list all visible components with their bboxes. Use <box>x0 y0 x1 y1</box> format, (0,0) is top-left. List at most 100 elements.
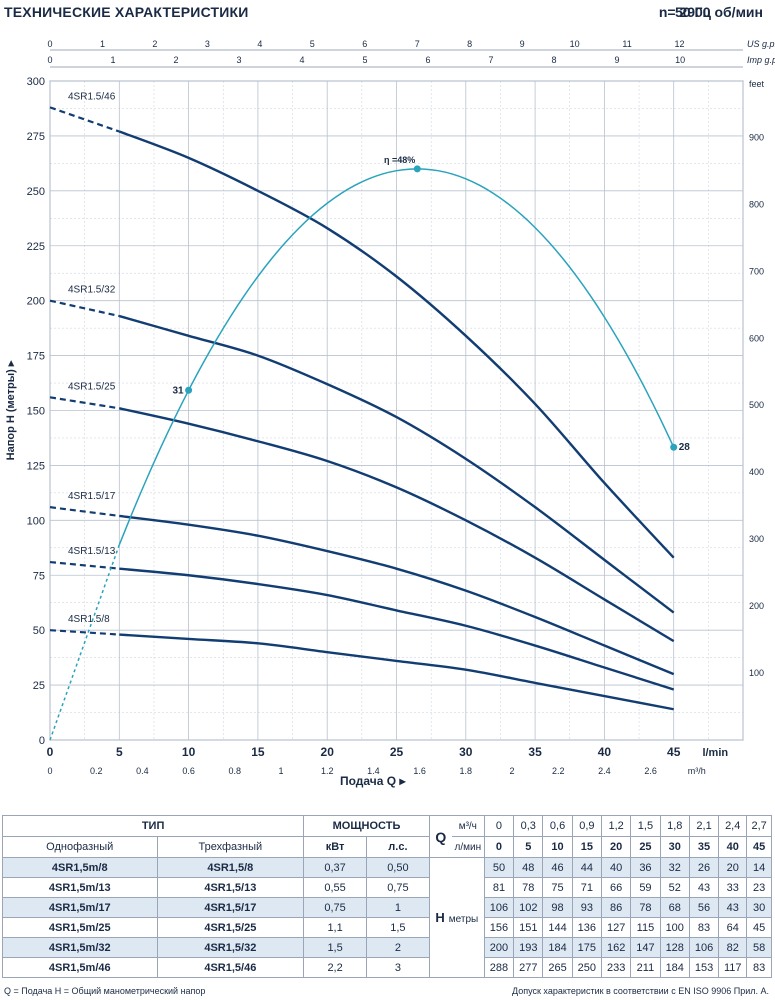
us-gpm-tick-label: 9 <box>520 39 525 49</box>
y-axis-title: Напор H (метры) ▸ <box>5 360 17 460</box>
q-m3h-value: 0,9 <box>571 815 603 837</box>
model-single-phase: 4SR1,5m/25 <box>2 917 158 938</box>
header: ТЕХНИЧЕСКИЕ ХАРАКТЕРИСТИКИ 50 Гц n= 2900… <box>0 0 775 26</box>
us-gpm-tick-label: 4 <box>257 39 262 49</box>
head-value: 83 <box>688 917 720 938</box>
x-m3h-tick-label: 2.2 <box>552 766 565 776</box>
h-unit: метры <box>448 914 479 925</box>
head-value: 156 <box>483 917 515 938</box>
head-value: 66 <box>600 877 632 898</box>
head-value: 117 <box>718 957 748 978</box>
head-value: 151 <box>513 917 544 938</box>
head-value: 100 <box>659 917 690 938</box>
head-value: 233 <box>600 957 632 978</box>
curve-dashed-segment <box>49 396 120 410</box>
q-lmin-value: 25 <box>630 836 661 858</box>
efficiency-point <box>185 386 193 394</box>
pump-curve <box>119 633 674 711</box>
feet-tick-label: 900 <box>749 132 764 142</box>
head-value: 58 <box>746 937 772 958</box>
head-value: 56 <box>688 897 720 918</box>
table-row: 4SR1,5m/25 4SR1,5/25 1,1 1,5 156 151 144 136 127… <box>2 917 772 938</box>
q-lmin-value: 15 <box>571 836 603 858</box>
head-value: 115 <box>630 917 661 938</box>
us-gpm-tick-label: 1 <box>100 39 105 49</box>
curve-label: 4SR1.5/46 <box>68 91 116 102</box>
imp-gpm-tick-label: 0 <box>47 55 52 65</box>
x-tick-label: 0 <box>47 745 54 759</box>
imp-gpm-tick-label: 10 <box>675 55 685 65</box>
q-lmin-value: 5 <box>513 836 544 858</box>
x-tick-label: 10 <box>182 745 196 759</box>
y-tick-label: 100 <box>27 515 45 527</box>
model-single-phase: 4SR1,5m/13 <box>2 877 158 898</box>
q-lmin-value: 40 <box>718 836 748 858</box>
model-single-phase: 4SR1,5m/8 <box>2 857 158 878</box>
head-value: 86 <box>600 897 632 918</box>
pump-curve <box>118 130 675 559</box>
head-value: 50 <box>483 857 515 878</box>
x-m3h-tick-label: 0 <box>47 766 52 776</box>
q-lmin-value: 0 <box>483 836 515 858</box>
efficiency-peak-point <box>413 165 421 173</box>
head-value: 46 <box>542 857 573 878</box>
efficiency-point <box>670 443 678 451</box>
head-value: 175 <box>571 937 603 958</box>
type-header: ТИП <box>1 815 305 837</box>
x-tick-label: 35 <box>528 745 542 759</box>
feet-tick-label: 800 <box>749 199 764 209</box>
power-kw: 0,37 <box>303 857 367 878</box>
imp-gpm-tick-label: 6 <box>426 55 431 65</box>
head-value: 83 <box>746 957 772 978</box>
power-hp: 2 <box>366 937 430 958</box>
y-tick-label: 25 <box>33 680 45 692</box>
q-header: Q <box>428 815 452 858</box>
us-gpm-unit: US g.p.m. <box>747 39 775 49</box>
q-lmin-value: 30 <box>659 836 690 858</box>
table-header-row: Однофазный Трехфазный кВт л.с. л/мин 0 5 10 15 20… <box>2 836 772 858</box>
head-value: 98 <box>542 897 573 918</box>
us-gpm-tick-label: 12 <box>675 39 685 49</box>
imp-gpm-unit: Imp g.p.m. <box>747 55 775 65</box>
h-label: H <box>435 910 445 925</box>
head-value: 75 <box>542 877 573 898</box>
q-m3h-value: 2,4 <box>718 815 748 837</box>
power-kw: 1,1 <box>303 917 367 938</box>
imp-gpm-tick-label: 9 <box>615 55 620 65</box>
frequency-label: 50 Гц <box>674 4 711 20</box>
y-tick-label: 125 <box>27 460 45 472</box>
curve-dashed-segment <box>49 506 120 518</box>
x-tick-label: 25 <box>390 745 404 759</box>
head-value: 106 <box>483 897 515 918</box>
us-gpm-tick-label: 5 <box>310 39 315 49</box>
y-tick-label: 50 <box>33 625 45 637</box>
q-lmin-value: 20 <box>600 836 632 858</box>
power-kw: 2,2 <box>303 957 367 978</box>
speed-label: n= 2900 об/мин <box>658 4 763 20</box>
power-hp: 1 <box>366 897 430 918</box>
x-m3h-tick-label: 0.2 <box>90 766 103 776</box>
head-value: 128 <box>659 937 690 958</box>
y-tick-label: 175 <box>27 351 45 363</box>
y-tick-label: 275 <box>27 131 45 143</box>
imp-gpm-tick-label: 5 <box>363 55 368 65</box>
head-value: 265 <box>542 957 573 978</box>
us-gpm-tick-label: 7 <box>415 39 420 49</box>
table-row: 4SR1,5m/32 4SR1,5/32 1,5 2 200 193 184 175 162 14… <box>2 937 772 958</box>
x-tick-label: 20 <box>321 745 335 759</box>
q-m3h-value: 0,3 <box>513 815 544 837</box>
us-gpm-tick-label: 11 <box>622 39 631 49</box>
us-gpm-tick-label: 6 <box>362 39 367 49</box>
head-value: 93 <box>571 897 603 918</box>
head-value: 250 <box>571 957 603 978</box>
table-row: 4SR1,5m/17 4SR1,5/17 0,75 1 106 102 98 93 86 78 68… <box>2 897 772 918</box>
y-tick-label: 250 <box>27 186 45 198</box>
feet-tick-label: 500 <box>749 400 764 410</box>
x-tick-label: 5 <box>116 745 123 759</box>
head-value: 30 <box>746 897 772 918</box>
page-title: ТЕХНИЧЕСКИЕ ХАРАКТЕРИСТИКИ <box>4 4 249 20</box>
curve-dashed-segment <box>49 299 120 318</box>
unit-lmin: л/мин <box>451 836 485 858</box>
us-gpm-tick-label: 0 <box>47 39 52 49</box>
